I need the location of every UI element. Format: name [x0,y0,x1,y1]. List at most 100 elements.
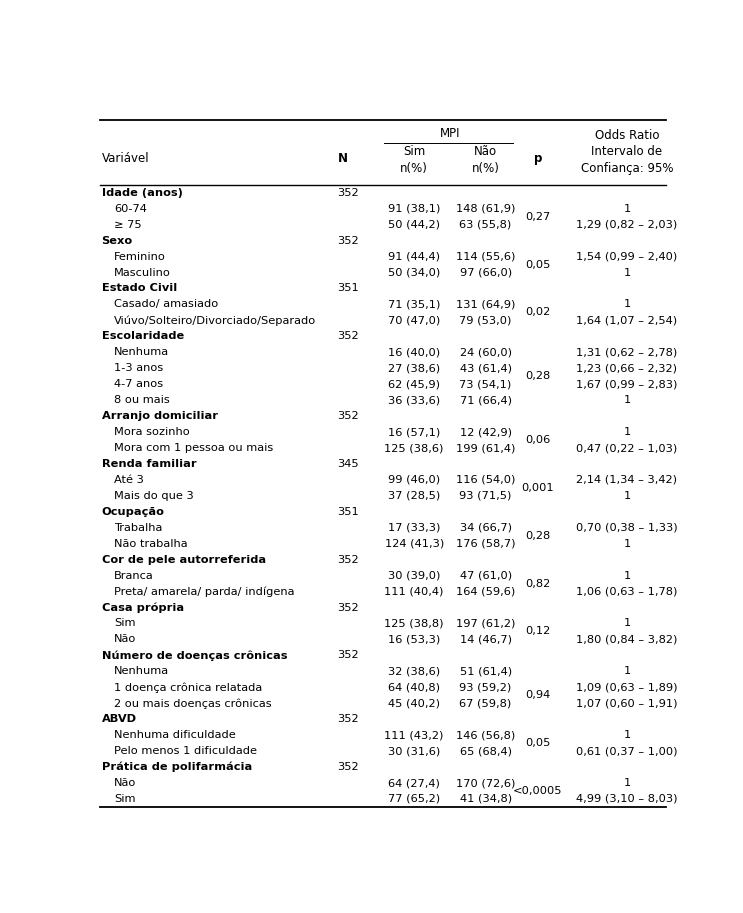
Text: 71 (66,4): 71 (66,4) [460,395,512,405]
Text: Até 3: Até 3 [114,475,144,485]
Text: 79 (53,0): 79 (53,0) [459,315,512,325]
Text: Sim: Sim [114,618,136,628]
Text: 1: 1 [623,299,631,310]
Text: 146 (56,8): 146 (56,8) [456,730,515,740]
Text: Mais do que 3: Mais do que 3 [114,491,194,501]
Text: <0,0005: <0,0005 [513,786,562,796]
Text: N: N [337,152,348,165]
Text: Feminino: Feminino [114,252,166,261]
Text: 30 (39,0): 30 (39,0) [388,571,441,581]
Text: 65 (68,4): 65 (68,4) [460,746,512,756]
Text: 0,02: 0,02 [525,308,551,318]
Text: 1,64 (1,07 – 2,54): 1,64 (1,07 – 2,54) [577,315,678,325]
Text: 32 (38,6): 32 (38,6) [388,666,441,677]
Text: MPI: MPI [440,127,460,140]
Text: 77 (65,2): 77 (65,2) [388,794,441,804]
Text: Sexo: Sexo [102,236,133,246]
Text: 1-3 anos: 1-3 anos [114,363,163,373]
Text: 0,05: 0,05 [525,259,551,269]
Text: Preta/ amarela/ parda/ indígena: Preta/ amarela/ parda/ indígena [114,586,295,597]
Text: 17 (33,3): 17 (33,3) [388,523,441,533]
Text: 197 (61,2): 197 (61,2) [456,618,516,628]
Text: 0,12: 0,12 [525,626,551,636]
Text: 30 (31,6): 30 (31,6) [388,746,441,756]
Text: 1: 1 [623,730,631,740]
Text: 1,54 (0,99 – 2,40): 1,54 (0,99 – 2,40) [577,252,678,261]
Text: 0,06: 0,06 [525,435,551,445]
Text: 352: 352 [337,188,359,198]
Text: 1: 1 [623,539,631,549]
Text: 93 (59,2): 93 (59,2) [459,682,512,692]
Text: 34 (66,7): 34 (66,7) [460,523,512,533]
Text: 131 (64,9): 131 (64,9) [456,299,516,310]
Text: 70 (47,0): 70 (47,0) [388,315,441,325]
Text: Arranjo domiciliar: Arranjo domiciliar [102,411,218,421]
Text: 41 (34,8): 41 (34,8) [459,794,512,804]
Text: 93 (71,5): 93 (71,5) [459,491,512,501]
Text: 0,61 (0,37 – 1,00): 0,61 (0,37 – 1,00) [577,746,678,756]
Text: 124 (41,3): 124 (41,3) [385,539,444,549]
Text: 352: 352 [337,714,359,724]
Text: 97 (66,0): 97 (66,0) [459,268,512,278]
Text: Estado Civil: Estado Civil [102,283,177,293]
Text: 91 (44,4): 91 (44,4) [388,252,440,261]
Text: 352: 352 [337,650,359,660]
Text: 114 (55,6): 114 (55,6) [456,252,516,261]
Text: Não trabalha: Não trabalha [114,539,188,549]
Text: Branca: Branca [114,571,154,581]
Text: 2 ou mais doenças crônicas: 2 ou mais doenças crônicas [114,698,272,708]
Text: 176 (58,7): 176 (58,7) [456,539,516,549]
Text: Renda familiar: Renda familiar [102,459,196,469]
Text: Nenhuma: Nenhuma [114,666,169,677]
Text: 1: 1 [623,571,631,581]
Text: 24 (60,0): 24 (60,0) [460,347,512,357]
Text: 62 (45,9): 62 (45,9) [388,379,440,389]
Text: Casado/ amasiado: Casado/ amasiado [114,299,218,310]
Text: 0,28: 0,28 [525,530,551,540]
Text: 67 (59,8): 67 (59,8) [459,698,512,708]
Text: Mora com 1 pessoa ou mais: Mora com 1 pessoa ou mais [114,443,273,453]
Text: 1,09 (0,63 – 1,89): 1,09 (0,63 – 1,89) [577,682,678,692]
Text: 1: 1 [623,618,631,628]
Text: 111 (43,2): 111 (43,2) [384,730,444,740]
Text: 45 (40,2): 45 (40,2) [388,698,440,708]
Text: 73 (54,1): 73 (54,1) [459,379,512,389]
Text: 0,70 (0,38 – 1,33): 0,70 (0,38 – 1,33) [576,523,678,533]
Text: 148 (61,9): 148 (61,9) [456,204,516,214]
Text: 164 (59,6): 164 (59,6) [456,586,515,596]
Text: 170 (72,6): 170 (72,6) [456,778,516,788]
Text: 71 (35,1): 71 (35,1) [388,299,441,310]
Text: Odds Ratio
Intervalo de
Confiança: 95%: Odds Ratio Intervalo de Confiança: 95% [581,129,673,174]
Text: Pelo menos 1 dificuldade: Pelo menos 1 dificuldade [114,746,257,756]
Text: 4-7 anos: 4-7 anos [114,379,163,389]
Text: Trabalha: Trabalha [114,523,163,533]
Text: 16 (57,1): 16 (57,1) [388,427,441,437]
Text: 1,23 (0,66 – 2,32): 1,23 (0,66 – 2,32) [577,363,678,373]
Text: 352: 352 [337,555,359,564]
Text: ≥ 75: ≥ 75 [114,220,142,230]
Text: 352: 352 [337,762,359,772]
Text: Não
n(%): Não n(%) [472,145,499,175]
Text: Não: Não [114,635,137,645]
Text: Sim
n(%): Sim n(%) [400,145,428,175]
Text: 0,001: 0,001 [522,483,554,493]
Text: 47 (61,0): 47 (61,0) [459,571,512,581]
Text: 1: 1 [623,666,631,677]
Text: 125 (38,8): 125 (38,8) [384,618,444,628]
Text: 27 (38,6): 27 (38,6) [388,363,441,373]
Text: Masculino: Masculino [114,268,171,278]
Text: 199 (61,4): 199 (61,4) [456,443,516,453]
Text: Nenhuma: Nenhuma [114,347,169,357]
Text: Prática de polifarmácia: Prática de polifarmácia [102,761,252,772]
Text: 91 (38,1): 91 (38,1) [388,204,441,214]
Text: Idade (anos): Idade (anos) [102,188,182,198]
Text: 12 (42,9): 12 (42,9) [460,427,512,437]
Text: 0,28: 0,28 [525,372,551,382]
Text: 352: 352 [337,331,359,341]
Text: 0,47 (0,22 – 1,03): 0,47 (0,22 – 1,03) [577,443,678,453]
Text: 14 (46,7): 14 (46,7) [460,635,512,645]
Text: 8 ou mais: 8 ou mais [114,395,170,405]
Text: Não: Não [114,778,137,788]
Text: 50 (44,2): 50 (44,2) [388,220,440,230]
Text: 1 doença crônica relatada: 1 doença crônica relatada [114,682,262,693]
